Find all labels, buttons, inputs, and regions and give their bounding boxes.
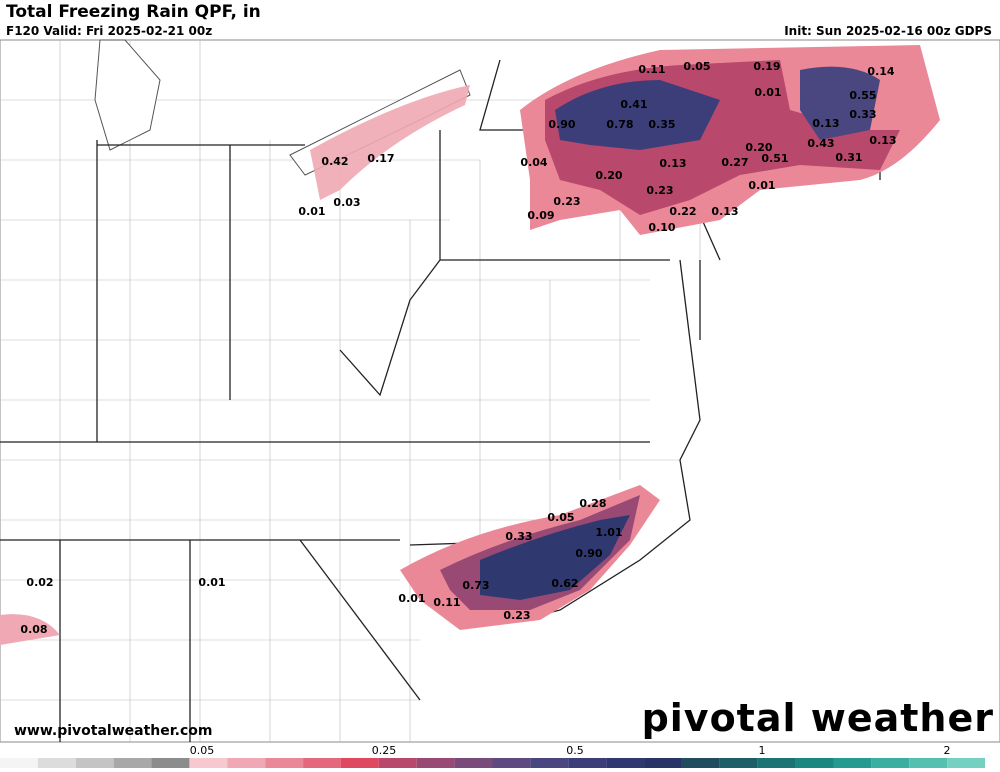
point-label: 0.23 xyxy=(503,609,530,622)
point-label: 0.05 xyxy=(683,60,710,73)
precip-shading xyxy=(0,45,940,645)
point-label: 0.43 xyxy=(807,137,834,150)
legend-cell xyxy=(909,758,948,768)
point-label: 0.78 xyxy=(606,118,633,131)
point-label: 0.03 xyxy=(333,196,360,209)
legend-tick-label: 0.05 xyxy=(190,744,215,757)
legend-cell xyxy=(757,758,796,768)
legend-tick-label: 1 xyxy=(759,744,766,757)
point-label: 0.04 xyxy=(520,156,547,169)
legend-tick-label: 2 xyxy=(944,744,951,757)
point-label: 0.23 xyxy=(646,184,673,197)
point-label: 0.14 xyxy=(867,65,894,78)
point-label: 0.23 xyxy=(553,195,580,208)
point-label: 0.01 xyxy=(298,205,325,218)
point-label: 0.51 xyxy=(761,152,788,165)
point-label: 0.09 xyxy=(527,209,554,222)
point-label: 0.22 xyxy=(669,205,696,218)
county-grid xyxy=(0,40,701,742)
point-label: 0.02 xyxy=(26,576,53,589)
point-label: 0.90 xyxy=(548,118,575,131)
legend-cell xyxy=(644,758,682,768)
point-label: 0.17 xyxy=(367,152,394,165)
legend-cell xyxy=(833,758,872,768)
legend-cell xyxy=(378,758,417,768)
legend-cell xyxy=(151,758,190,768)
footer-url: www.pivotalweather.com xyxy=(14,723,213,739)
point-label: 0.42 xyxy=(321,155,348,168)
point-label: 0.27 xyxy=(721,156,748,169)
legend-cell xyxy=(0,758,38,768)
legend-cell xyxy=(113,758,152,768)
point-label: 0.13 xyxy=(711,205,738,218)
point-label: 0.19 xyxy=(753,60,780,73)
point-label: 0.13 xyxy=(869,134,896,147)
legend-cell xyxy=(568,758,607,768)
legend-cell xyxy=(265,758,304,768)
legend-cell xyxy=(37,758,76,768)
legend-cell xyxy=(454,758,493,768)
point-label: 0.33 xyxy=(505,530,532,543)
point-label: 0.08 xyxy=(20,623,47,636)
point-label: 0.05 xyxy=(547,511,574,524)
point-label: 0.28 xyxy=(579,497,606,510)
point-label: 0.11 xyxy=(638,63,665,76)
legend-cell xyxy=(492,758,531,768)
point-label: 0.62 xyxy=(551,577,578,590)
point-label: 0.35 xyxy=(648,118,675,131)
legend-tick-label: 0.25 xyxy=(372,744,397,757)
point-label: 0.55 xyxy=(849,89,876,102)
legend-cell xyxy=(681,758,720,768)
legend-cell xyxy=(947,758,985,768)
legend-tick-label: 0.5 xyxy=(566,744,584,757)
point-label: 0.33 xyxy=(849,108,876,121)
legend-cell xyxy=(75,758,114,768)
point-label: 0.01 xyxy=(198,576,225,589)
point-label: 0.31 xyxy=(835,151,862,164)
point-label: 0.13 xyxy=(659,157,686,170)
point-label: 0.01 xyxy=(754,86,781,99)
legend-cell xyxy=(340,758,379,768)
legend-cell xyxy=(227,758,266,768)
point-label: 0.20 xyxy=(595,169,622,182)
legend-cell xyxy=(303,758,341,768)
lake-michigan xyxy=(94,39,161,151)
legend-cell xyxy=(795,758,834,768)
point-label: 0.20 xyxy=(745,141,772,154)
point-label: 0.41 xyxy=(620,98,647,111)
point-label: 0.10 xyxy=(648,221,675,234)
point-label: 0.11 xyxy=(433,596,460,609)
legend-cell xyxy=(416,758,455,768)
point-label: 0.01 xyxy=(398,592,425,605)
legend-cell xyxy=(189,758,228,768)
point-label: 0.01 xyxy=(748,179,775,192)
point-label: 0.90 xyxy=(575,547,602,560)
subtitle: F120 Valid: Fri 2025-02-21 00z xyxy=(6,24,213,38)
logo: pivotal weather xyxy=(641,696,994,740)
title: Total Freezing Rain QPF, in xyxy=(6,2,261,22)
legend-cell xyxy=(530,758,569,768)
point-label: 1.01 xyxy=(595,526,622,539)
legend-cell xyxy=(871,758,910,768)
point-label: 0.73 xyxy=(462,579,489,592)
point-label: 0.13 xyxy=(812,117,839,130)
legend-cell xyxy=(606,758,645,768)
legend-cell xyxy=(719,758,758,768)
init-time: Init: Sun 2025-02-16 00z GDPS xyxy=(784,24,992,38)
